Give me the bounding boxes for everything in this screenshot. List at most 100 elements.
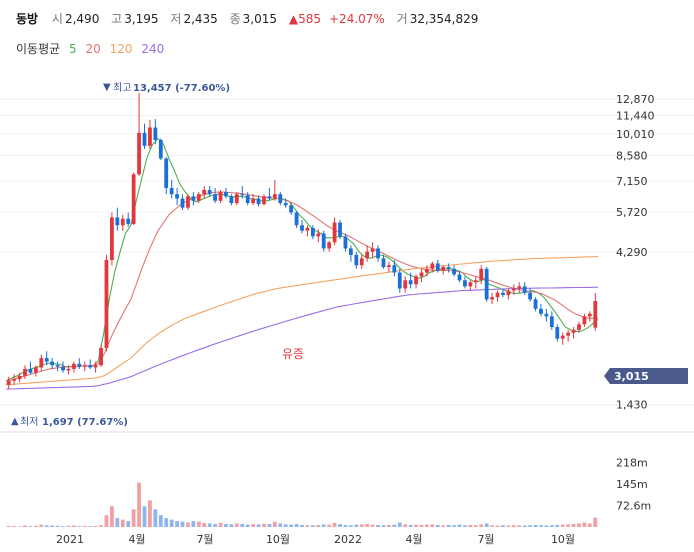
volume-bar [169,519,174,527]
candle [169,179,174,199]
volume-bar [490,525,494,527]
volume-bar [533,524,538,527]
time-tick-3: 10월 [266,533,290,546]
candle [142,123,147,149]
volume-label: 거 [396,12,408,26]
time-tick-2: 7월 [196,533,213,546]
candle [104,254,109,352]
min-label: 최저 [20,416,38,428]
volume-bar [593,517,598,527]
candle [577,321,581,333]
candle [39,354,44,372]
candle [180,194,185,211]
candle [240,185,245,199]
candle [354,251,359,269]
candle [397,268,402,293]
volume-bar [397,522,402,527]
candle [560,332,565,345]
volume-bar [82,525,87,527]
volume-bar [55,525,60,527]
candle [441,265,446,275]
candle [77,358,82,369]
current-price-badge: 3,015 [604,368,688,384]
candle [66,365,71,375]
candle [191,192,196,206]
volume-bar [50,525,55,527]
volume-bars [6,482,598,527]
candle [283,198,288,208]
volume-bar [23,525,27,527]
candle [256,195,261,207]
candle [196,192,201,204]
candle [403,276,408,293]
candle [310,225,315,240]
candle [435,259,440,273]
candle [571,327,576,339]
candle [386,261,391,273]
candle [549,311,554,330]
price-tick-3: 8,580 [616,150,648,163]
volume-bar [202,522,207,527]
volume-bar [44,525,49,527]
volume-bar [300,524,304,527]
volume-bar [386,524,391,527]
open-value: 2,490 [64,12,100,26]
candle [50,358,55,369]
candle [528,288,533,302]
volume-value: 32,354,829 [409,12,479,26]
volume-bar [39,524,44,527]
candle [425,265,429,277]
volume-bar [544,525,549,527]
candle [186,194,190,211]
candle [408,272,413,289]
volume-bar [370,524,375,527]
volume-bar [131,509,136,527]
stock-name: 동방 [16,12,39,26]
candle [61,361,65,373]
volume-bar [479,524,484,527]
ma-120-line [5,256,599,386]
ma-5-label: 5 [69,42,77,56]
candle [55,361,60,372]
candle [533,297,538,312]
volume-bar [408,524,413,527]
time-tick-4: 2022 [334,533,362,546]
high-value: 3,195 [124,12,159,26]
candle [555,324,560,342]
volume-bar [539,525,543,527]
volume-axis: 218m 145m 72.6m [616,457,651,513]
ma-20-line [5,191,599,382]
volume-bar [267,524,272,527]
candle [93,361,98,373]
time-axis: 2021 4월 7월 10월 2022 4월 7월 10월 [56,533,575,546]
candle [164,156,169,195]
candle [430,261,435,273]
candle [126,212,131,227]
min-marker-icon: ▲ [11,416,19,427]
candle [359,254,364,269]
volume-bar [234,523,239,527]
candle [44,351,49,366]
volume-bar [343,524,348,527]
ma-240-label: 240 [141,42,165,56]
volume-bar [435,524,440,527]
change-percent: +24.07% [329,12,385,26]
volume-bar [77,526,82,527]
volume-bar [229,524,234,527]
candle [120,214,125,231]
candle [517,282,522,293]
candle [278,192,283,206]
volume-bar [180,521,185,527]
candle [218,189,223,204]
volume-bar [376,524,380,527]
volume-bar [495,525,500,527]
volume-bar [381,525,386,527]
ma-20-label: 20 [85,42,101,56]
candle [82,361,87,372]
candle [202,185,207,199]
volume-bar [566,524,571,527]
candle [137,93,141,177]
time-tick-7: 10월 [551,533,575,546]
moving-average-legend[interactable]: 이동평균 5 20 120 240 [16,40,169,57]
